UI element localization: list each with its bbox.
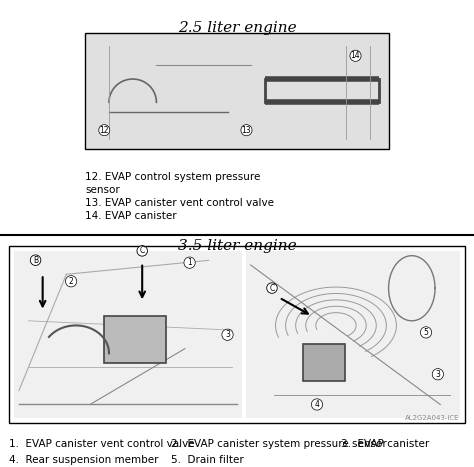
Text: 14. EVAP canister: 14. EVAP canister	[85, 211, 177, 221]
FancyBboxPatch shape	[246, 251, 460, 418]
Text: 13: 13	[242, 126, 251, 134]
FancyBboxPatch shape	[303, 344, 346, 381]
Text: 2.5 liter engine: 2.5 liter engine	[178, 21, 296, 35]
FancyBboxPatch shape	[9, 247, 465, 423]
Text: C: C	[139, 247, 145, 255]
Text: 4: 4	[315, 400, 319, 409]
Text: 1: 1	[187, 258, 192, 267]
FancyBboxPatch shape	[85, 33, 389, 149]
Text: 1.  EVAP canister vent control valve: 1. EVAP canister vent control valve	[9, 439, 195, 449]
Text: C: C	[269, 283, 274, 292]
Text: 12: 12	[100, 126, 109, 134]
FancyBboxPatch shape	[14, 251, 242, 418]
Text: 3.  EVAP canister: 3. EVAP canister	[341, 439, 429, 449]
Text: 3: 3	[225, 330, 230, 339]
Text: B: B	[33, 255, 38, 265]
Text: 4.  Rear suspension member: 4. Rear suspension member	[9, 455, 159, 465]
Text: 3.5 liter engine: 3.5 liter engine	[178, 240, 296, 254]
Text: 2.  EVAP canister system pressure sensor: 2. EVAP canister system pressure sensor	[171, 439, 386, 449]
Text: 5: 5	[424, 328, 428, 337]
Text: 13. EVAP canister vent control valve: 13. EVAP canister vent control valve	[85, 198, 274, 208]
Text: sensor: sensor	[85, 185, 120, 195]
Text: 12. EVAP control system pressure: 12. EVAP control system pressure	[85, 172, 261, 182]
Text: AL2G2A043-ICE: AL2G2A043-ICE	[405, 415, 460, 421]
Text: 5.  Drain filter: 5. Drain filter	[171, 455, 243, 465]
Text: 2: 2	[69, 277, 73, 286]
Text: 3: 3	[436, 370, 440, 379]
FancyBboxPatch shape	[104, 316, 166, 363]
Text: 14: 14	[351, 51, 360, 60]
